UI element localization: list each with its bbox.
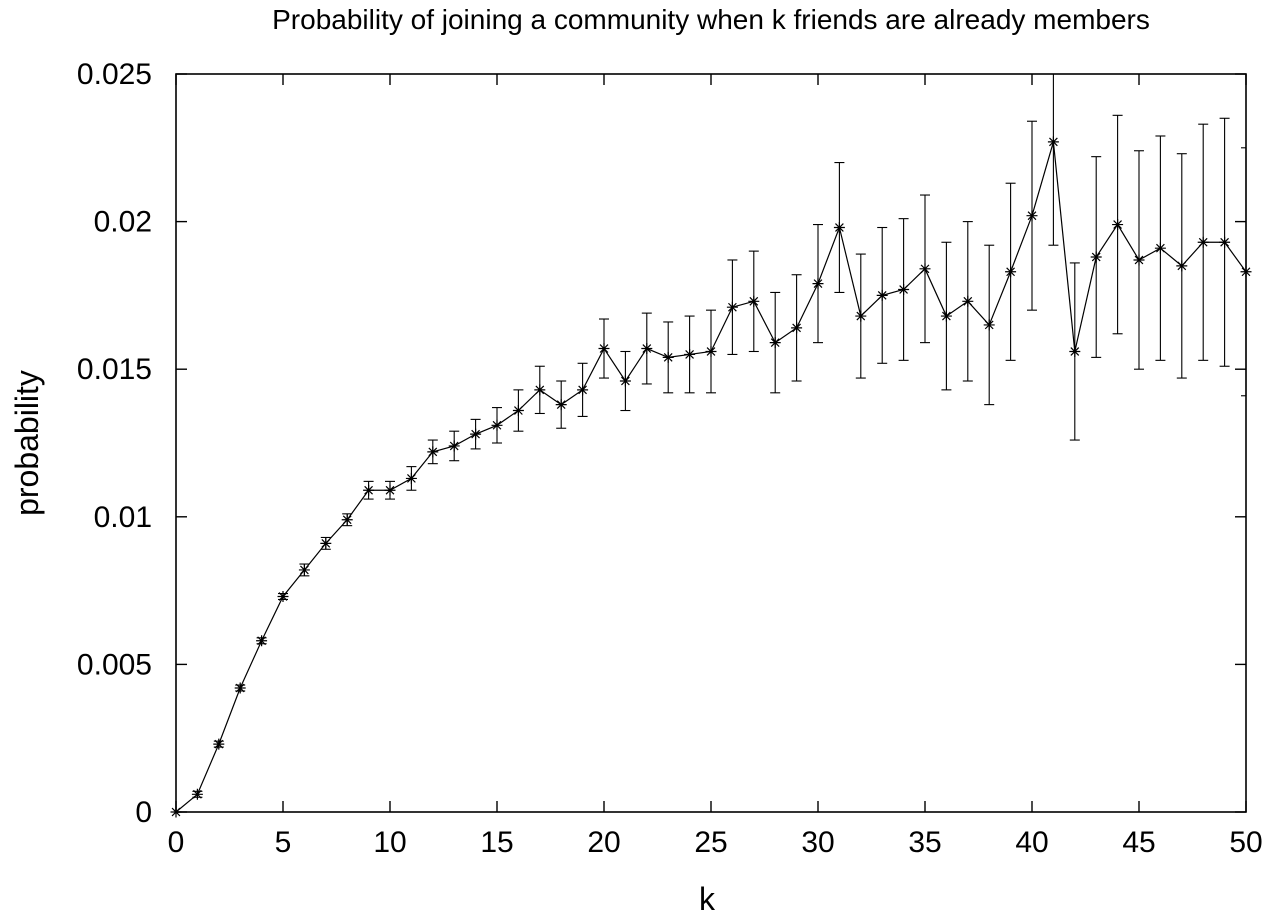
x-tick-label: 0: [168, 826, 185, 859]
x-axis: 0 5 10 15 20 25 30 35 40 45 50: [168, 74, 1263, 859]
data-point: [213, 738, 225, 750]
data-point: [1197, 236, 1209, 248]
data-point: [791, 322, 803, 334]
data-point: [448, 440, 460, 452]
data-point: [405, 472, 417, 484]
data-point: [962, 295, 974, 307]
data-point: [534, 384, 546, 396]
data-point: [191, 788, 203, 800]
data-point: [470, 428, 482, 440]
x-tick-label: 10: [373, 826, 406, 859]
y-tick-label: 0.025: [77, 58, 152, 91]
data-point: [1069, 345, 1081, 357]
data-point: [1026, 210, 1038, 222]
data-point: [983, 319, 995, 331]
data-point: [427, 446, 439, 458]
y-axis-label: probability: [9, 370, 45, 516]
data-point: [705, 345, 717, 357]
data-point: [555, 399, 567, 411]
data-point: [1133, 254, 1145, 266]
x-tick-label: 25: [694, 826, 727, 859]
error-bars: [192, 74, 1247, 798]
x-tick-label: 15: [480, 826, 513, 859]
data-point: [234, 682, 246, 694]
data-point: [1154, 242, 1166, 254]
data-point: [491, 419, 503, 431]
data-point: [641, 343, 653, 355]
data-point: [748, 295, 760, 307]
x-tick-label: 45: [1122, 826, 1155, 859]
y-tick-label: 0.02: [94, 206, 152, 239]
data-point: [855, 310, 867, 322]
data-point: [619, 375, 631, 387]
data-point: [662, 351, 674, 363]
data-point: [1047, 136, 1059, 148]
series-line: [175, 141, 1247, 813]
x-axis-label: k: [699, 881, 716, 917]
data-points: [170, 136, 1252, 818]
y-axis: 0 0.005 0.01 0.015 0.02 0.025: [77, 58, 1246, 829]
chart-title: Probability of joining a community when …: [272, 4, 1150, 35]
data-point: [277, 591, 289, 603]
x-tick-label: 5: [275, 826, 292, 859]
data-point: [876, 289, 888, 301]
data-point: [833, 222, 845, 234]
y-tick-label: 0.015: [77, 353, 152, 386]
y-tick-label: 0.01: [94, 501, 152, 534]
data-point: [1090, 251, 1102, 263]
data-point: [577, 384, 589, 396]
data-point: [320, 537, 332, 549]
data-point: [341, 514, 353, 526]
data-point: [363, 484, 375, 496]
plot-frame: [175, 73, 1247, 813]
data-point: [812, 278, 824, 290]
data-point: [684, 348, 696, 360]
data-point: [298, 564, 310, 576]
data-point: [1219, 236, 1231, 248]
data-point: [256, 635, 268, 647]
data-series: [175, 141, 1247, 813]
data-point: [384, 484, 396, 496]
data-point: [898, 283, 910, 295]
data-point: [1176, 260, 1188, 272]
data-point: [1112, 219, 1124, 231]
x-tick-label: 30: [801, 826, 834, 859]
data-point: [598, 343, 610, 355]
data-point: [726, 301, 738, 313]
y-tick-label: 0.005: [77, 648, 152, 681]
x-tick-label: 35: [908, 826, 941, 859]
data-point: [512, 405, 524, 417]
x-tick-label: 20: [587, 826, 620, 859]
x-tick-label: 50: [1229, 826, 1262, 859]
data-point: [1005, 266, 1017, 278]
x-tick-label: 40: [1015, 826, 1048, 859]
y-tick-label: 0: [135, 796, 152, 829]
data-point: [940, 310, 952, 322]
data-point: [769, 337, 781, 349]
data-point: [919, 263, 931, 275]
